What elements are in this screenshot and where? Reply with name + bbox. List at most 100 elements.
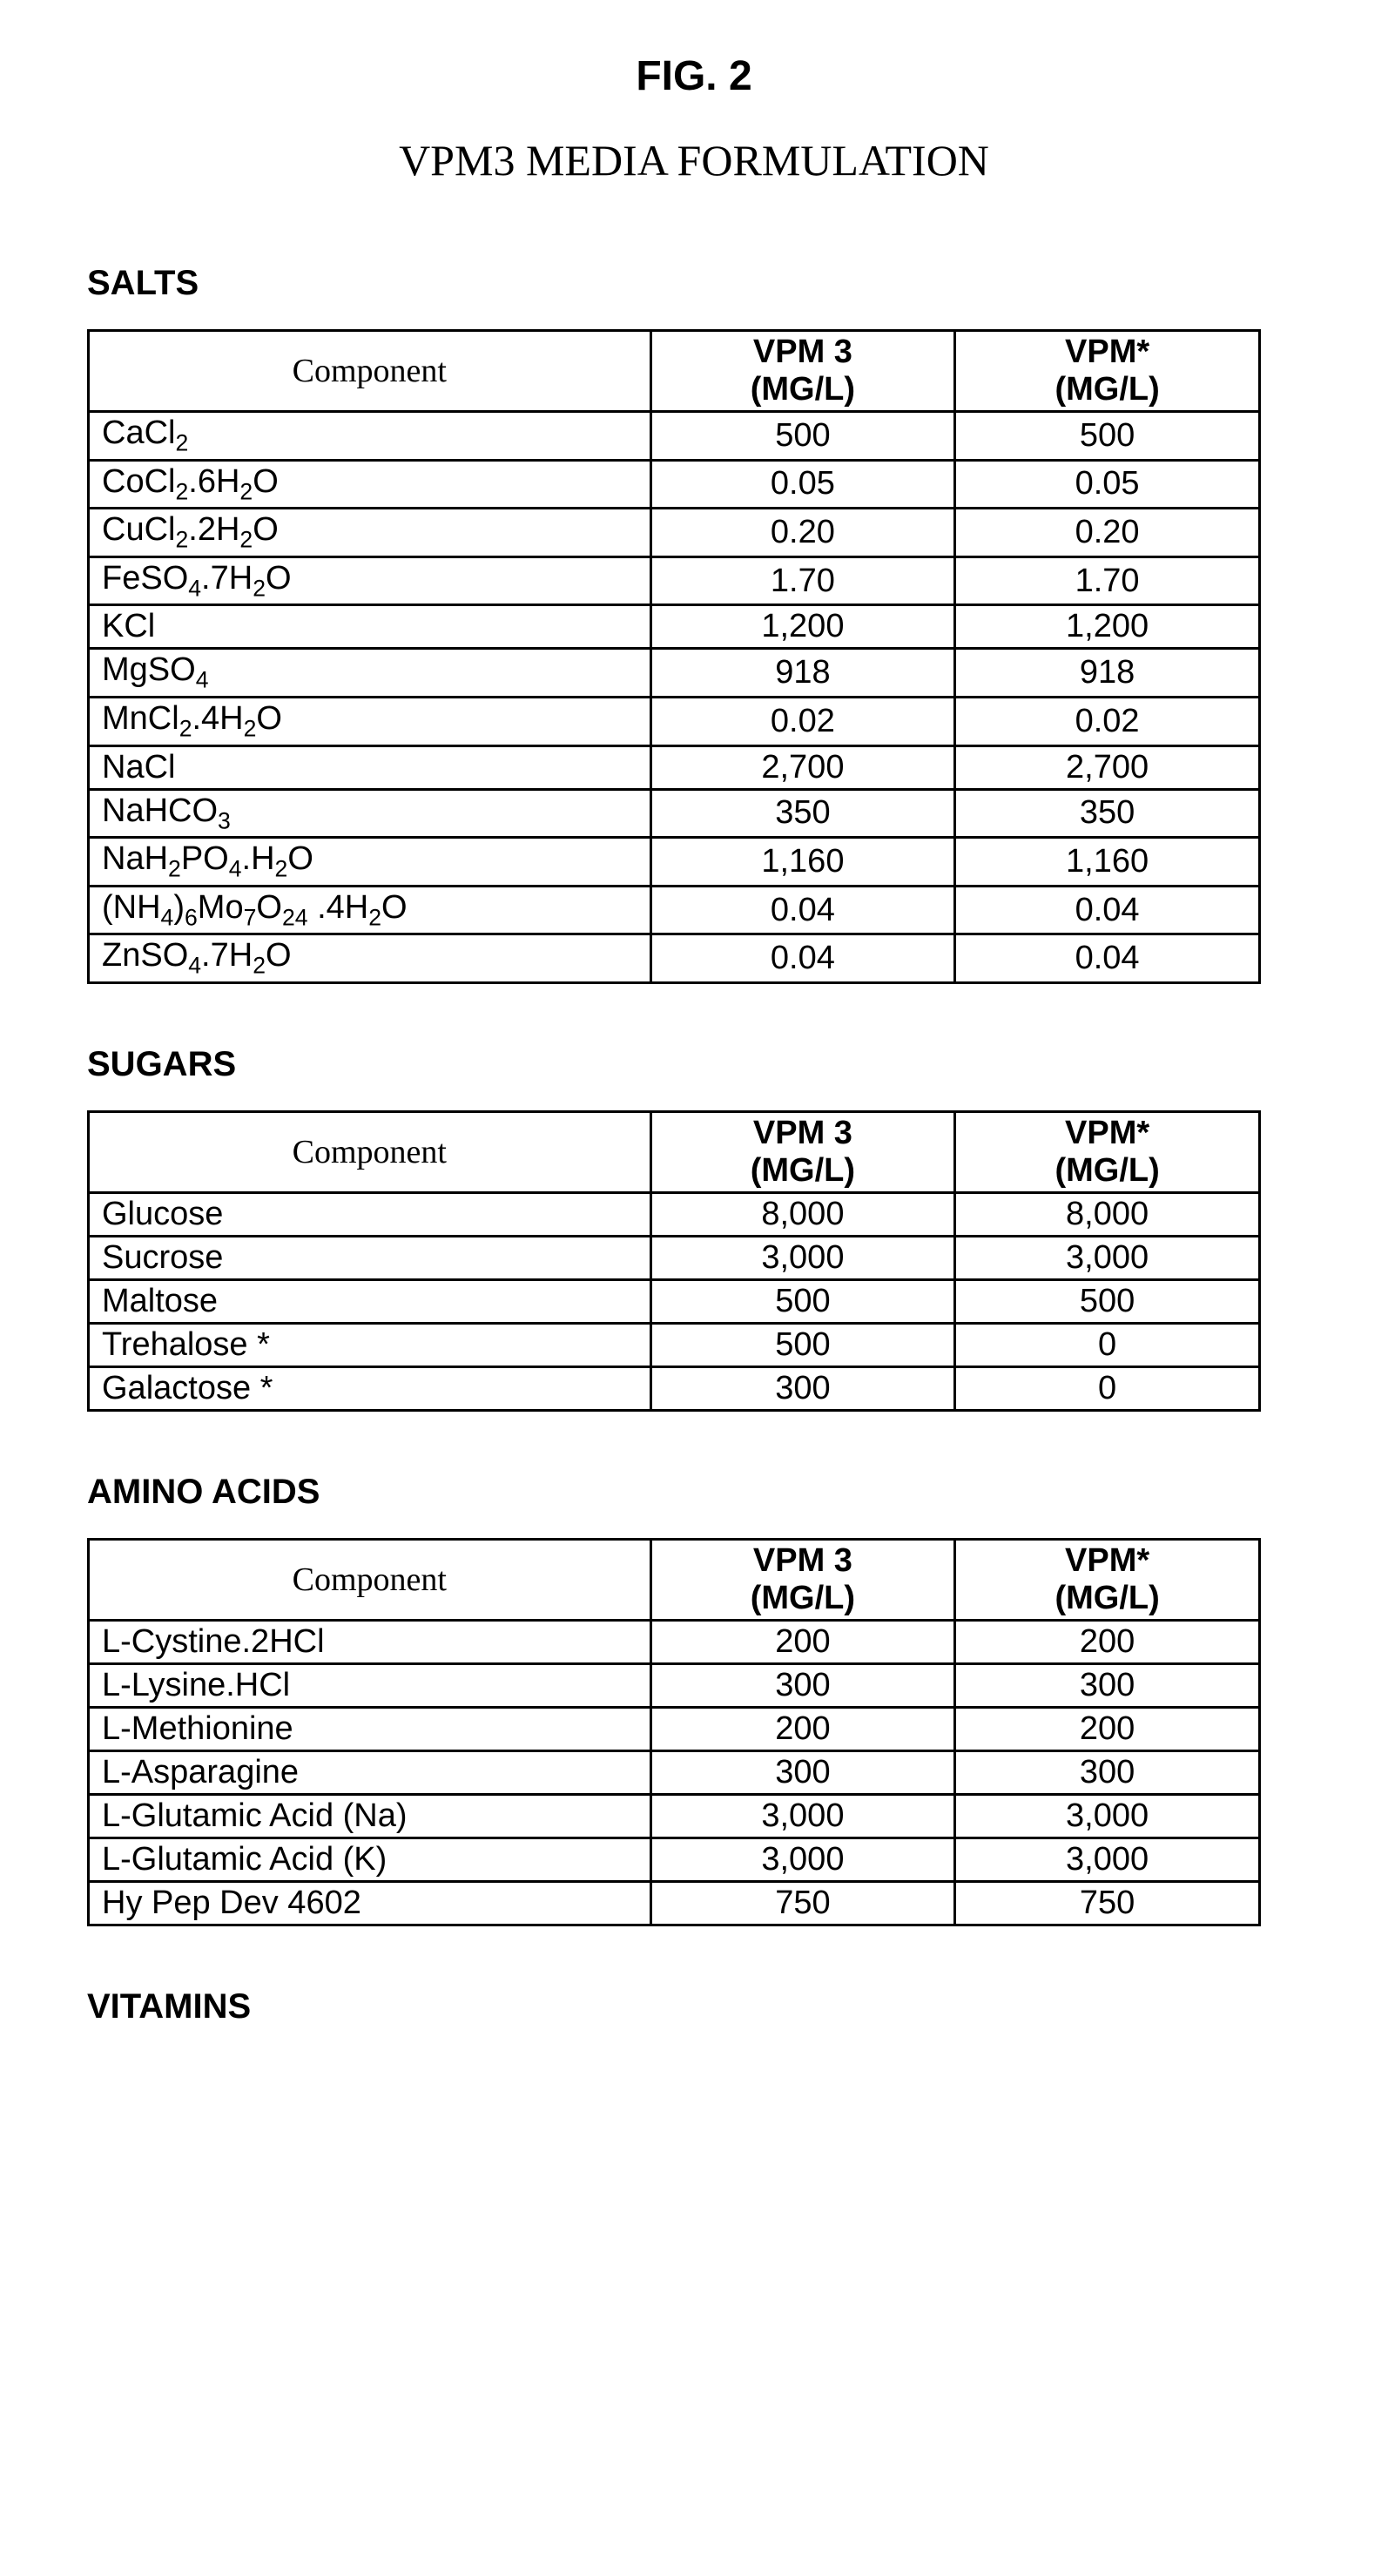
vpm-cell: 0 xyxy=(955,1366,1260,1410)
vpm3-cell: 3,000 xyxy=(650,1838,955,1881)
table-row: L-Lysine.HCl300300 xyxy=(89,1663,1260,1707)
vpm-cell: 0.02 xyxy=(955,697,1260,745)
vpm3-cell: 0.04 xyxy=(650,886,955,934)
vpm3-cell: 3,000 xyxy=(650,1236,955,1279)
component-cell: KCl xyxy=(89,605,651,649)
component-cell: Hy Pep Dev 4602 xyxy=(89,1881,651,1925)
vpm3-cell: 200 xyxy=(650,1707,955,1750)
section-heading: SUGARS xyxy=(87,1045,1318,1084)
section-heading: SALTS xyxy=(87,264,1318,303)
column-header-vpm: VPM*(MG/L) xyxy=(955,1111,1260,1192)
table-row: CaCl2500500 xyxy=(89,412,1260,461)
table-row: L-Glutamic Acid (Na)3,0003,000 xyxy=(89,1794,1260,1838)
vpm-cell: 350 xyxy=(955,789,1260,838)
component-cell: MnCl2.4H2O xyxy=(89,697,651,745)
section-heading-vitamins: VITAMINS xyxy=(87,1987,1318,2026)
column-header-vpm: VPM*(MG/L) xyxy=(955,331,1260,412)
column-header-vpm: VPM*(MG/L) xyxy=(955,1539,1260,1620)
vpm3-cell: 750 xyxy=(650,1881,955,1925)
component-cell: NaHCO3 xyxy=(89,789,651,838)
table-row: (NH4)6Mo7O24 .4H2O0.040.04 xyxy=(89,886,1260,934)
vpm-cell: 500 xyxy=(955,412,1260,461)
table-row: L-Asparagine300300 xyxy=(89,1750,1260,1794)
column-header-vpm3: VPM 3(MG/L) xyxy=(650,331,955,412)
vpm3-cell: 350 xyxy=(650,789,955,838)
vpm-cell: 1,200 xyxy=(955,605,1260,649)
section-heading: AMINO ACIDS xyxy=(87,1473,1318,1512)
figure-label: FIG. 2 xyxy=(70,52,1318,100)
vpm-cell: 0.05 xyxy=(955,460,1260,509)
component-cell: (NH4)6Mo7O24 .4H2O xyxy=(89,886,651,934)
vpm3-cell: 8,000 xyxy=(650,1192,955,1236)
table-row: CoCl2.6H2O0.050.05 xyxy=(89,460,1260,509)
component-cell: Maltose xyxy=(89,1279,651,1323)
table-row: ZnSO4.7H2O0.040.04 xyxy=(89,934,1260,983)
vpm3-cell: 500 xyxy=(650,412,955,461)
component-cell: CuCl2.2H2O xyxy=(89,509,651,557)
table-row: Maltose500500 xyxy=(89,1279,1260,1323)
vpm3-cell: 300 xyxy=(650,1750,955,1794)
column-header-vpm3: VPM 3(MG/L) xyxy=(650,1111,955,1192)
vpm-cell: 8,000 xyxy=(955,1192,1260,1236)
formulation-table: ComponentVPM 3(MG/L)VPM*(MG/L)Glucose8,0… xyxy=(87,1110,1261,1412)
vpm3-cell: 1.70 xyxy=(650,556,955,605)
vpm-cell: 0.20 xyxy=(955,509,1260,557)
vpm3-cell: 300 xyxy=(650,1663,955,1707)
sections-container: SALTSComponentVPM 3(MG/L)VPM*(MG/L)CaCl2… xyxy=(70,264,1318,1926)
vpm-cell: 1.70 xyxy=(955,556,1260,605)
table-row: MgSO4918918 xyxy=(89,649,1260,698)
vpm-cell: 300 xyxy=(955,1750,1260,1794)
vpm3-cell: 1,200 xyxy=(650,605,955,649)
table-row: CuCl2.2H2O0.200.20 xyxy=(89,509,1260,557)
component-cell: CaCl2 xyxy=(89,412,651,461)
vpm-cell: 1,160 xyxy=(955,838,1260,887)
vpm3-cell: 200 xyxy=(650,1620,955,1663)
vpm-cell: 2,700 xyxy=(955,745,1260,789)
vpm3-cell: 0.20 xyxy=(650,509,955,557)
component-cell: NaCl xyxy=(89,745,651,789)
vpm3-cell: 0.04 xyxy=(650,934,955,983)
column-header-component: Component xyxy=(89,1111,651,1192)
table-row: Trehalose *5000 xyxy=(89,1323,1260,1366)
vpm-cell: 3,000 xyxy=(955,1236,1260,1279)
component-cell: L-Glutamic Acid (K) xyxy=(89,1838,651,1881)
vpm3-cell: 1,160 xyxy=(650,838,955,887)
vpm-cell: 200 xyxy=(955,1620,1260,1663)
column-header-component: Component xyxy=(89,331,651,412)
vpm3-cell: 500 xyxy=(650,1323,955,1366)
vpm-cell: 0.04 xyxy=(955,934,1260,983)
vpm-cell: 3,000 xyxy=(955,1794,1260,1838)
vpm-cell: 0.04 xyxy=(955,886,1260,934)
table-row: Sucrose3,0003,000 xyxy=(89,1236,1260,1279)
formulation-table: ComponentVPM 3(MG/L)VPM*(MG/L)L-Cystine.… xyxy=(87,1538,1261,1926)
component-cell: Sucrose xyxy=(89,1236,651,1279)
table-row: FeSO4.7H2O1.701.70 xyxy=(89,556,1260,605)
vpm-cell: 0 xyxy=(955,1323,1260,1366)
component-cell: L-Asparagine xyxy=(89,1750,651,1794)
component-cell: Trehalose * xyxy=(89,1323,651,1366)
vpm-cell: 200 xyxy=(955,1707,1260,1750)
vpm3-cell: 0.02 xyxy=(650,697,955,745)
component-cell: NaH2PO4.H2O xyxy=(89,838,651,887)
component-cell: FeSO4.7H2O xyxy=(89,556,651,605)
formulation-table: ComponentVPM 3(MG/L)VPM*(MG/L)CaCl250050… xyxy=(87,329,1261,984)
vpm-cell: 300 xyxy=(955,1663,1260,1707)
table-row: L-Cystine.2HCl200200 xyxy=(89,1620,1260,1663)
component-cell: L-Glutamic Acid (Na) xyxy=(89,1794,651,1838)
table-row: KCl1,2001,200 xyxy=(89,605,1260,649)
vpm3-cell: 3,000 xyxy=(650,1794,955,1838)
component-cell: L-Cystine.2HCl xyxy=(89,1620,651,1663)
page-title: VPM3 MEDIA FORMULATION xyxy=(70,135,1318,185)
table-row: MnCl2.4H2O0.020.02 xyxy=(89,697,1260,745)
table-row: Galactose *3000 xyxy=(89,1366,1260,1410)
vpm3-cell: 0.05 xyxy=(650,460,955,509)
vpm3-cell: 500 xyxy=(650,1279,955,1323)
vpm3-cell: 300 xyxy=(650,1366,955,1410)
vpm-cell: 918 xyxy=(955,649,1260,698)
vpm3-cell: 918 xyxy=(650,649,955,698)
column-header-component: Component xyxy=(89,1539,651,1620)
table-row: L-Glutamic Acid (K)3,0003,000 xyxy=(89,1838,1260,1881)
table-row: NaH2PO4.H2O1,1601,160 xyxy=(89,838,1260,887)
table-row: L-Methionine200200 xyxy=(89,1707,1260,1750)
table-row: NaHCO3350350 xyxy=(89,789,1260,838)
